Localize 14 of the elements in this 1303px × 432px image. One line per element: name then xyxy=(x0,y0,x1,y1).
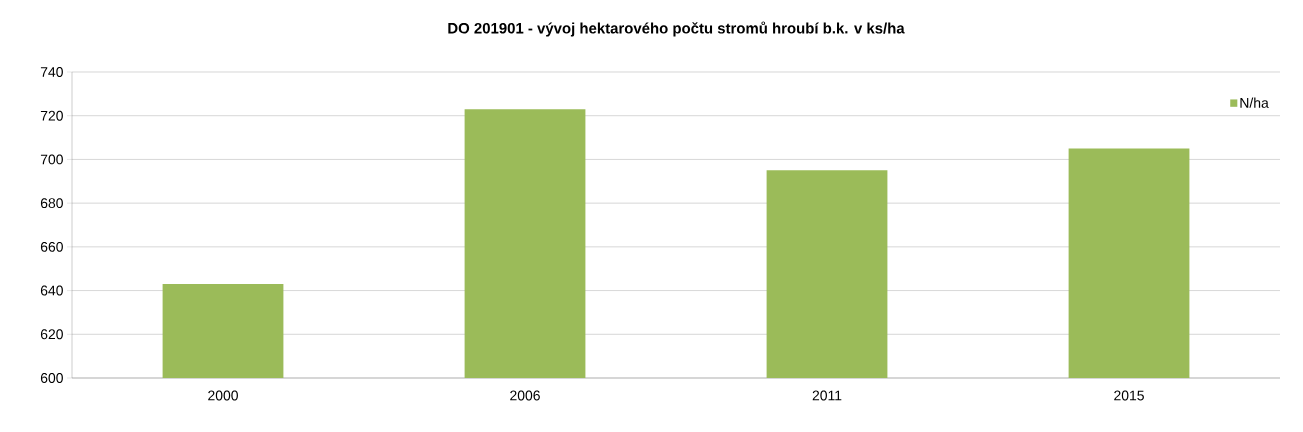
y-tick-label: 720 xyxy=(40,110,63,121)
y-tick-label: 740 xyxy=(40,67,63,77)
x-tick-label: 2011 xyxy=(812,390,842,401)
y-tick-label: 680 xyxy=(40,198,63,209)
y-tick-label: 700 xyxy=(40,154,63,165)
x-tick-label: 2000 xyxy=(208,390,238,401)
x-tick-label: 2015 xyxy=(1114,390,1144,401)
y-tick-label: 620 xyxy=(40,329,63,340)
y-tick-label: 660 xyxy=(40,241,63,252)
y-tick-label: 640 xyxy=(40,285,63,296)
y-tick-label: 600 xyxy=(40,373,63,383)
legend-label: N/ha xyxy=(1240,97,1269,108)
chart-title: DO 201901 - vývoj hektarového počtu stromů hroubí b.k. v ks/ha xyxy=(448,21,905,37)
x-tick-label: 2006 xyxy=(510,390,540,401)
